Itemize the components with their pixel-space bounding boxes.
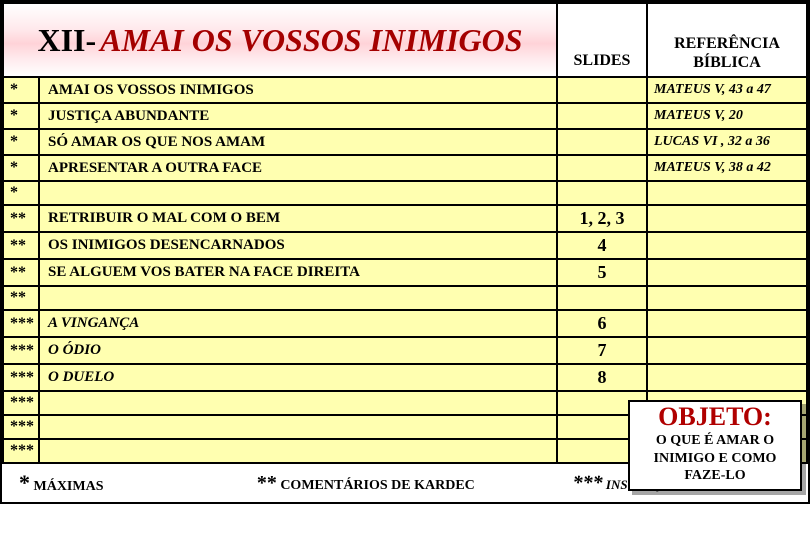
row-slides	[557, 77, 647, 103]
table-row: **	[3, 286, 807, 310]
row-ref	[647, 205, 807, 232]
table-row: **SE ALGUEM VOS BATER NA FACE DIREITA5	[3, 259, 807, 286]
row-mark: **	[3, 232, 39, 259]
chapter-number: XII-	[37, 22, 96, 58]
table-row: *AMAI OS VOSSOS INIMIGOS MATEUS V, 43 a 4…	[3, 77, 807, 103]
row-slides: 1, 2, 3	[557, 205, 647, 232]
row-mark: **	[3, 286, 39, 310]
row-topic: AMAI OS VOSSOS INIMIGOS	[39, 77, 557, 103]
legend-maximas: * MÁXIMAS	[13, 468, 209, 498]
objeto-body: O QUE É AMAR O INIMIGO E COMO FAZE-LO	[634, 432, 796, 485]
row-mark: ***	[3, 310, 39, 337]
row-mark: ***	[3, 337, 39, 364]
title-cell: XII- AMAI OS VOSSOS INIMIGOS	[3, 3, 557, 77]
row-topic	[39, 286, 557, 310]
row-topic: SÓ AMAR OS QUE NOS AMAM	[39, 129, 557, 155]
row-topic	[39, 181, 557, 205]
row-mark: ***	[3, 415, 39, 439]
row-slides	[557, 129, 647, 155]
table-row: **OS INIMIGOS DESENCARNADOS4	[3, 232, 807, 259]
row-topic: OS INIMIGOS DESENCARNADOS	[39, 232, 557, 259]
row-topic: APRESENTAR A OUTRA FACE	[39, 155, 557, 181]
row-mark: *	[3, 103, 39, 129]
row-mark: ***	[3, 364, 39, 391]
row-ref	[647, 364, 807, 391]
row-mark: *	[3, 155, 39, 181]
table-row: *	[3, 181, 807, 205]
table-row: *APRESENTAR A OUTRA FACE MATEUS V, 38 a 4…	[3, 155, 807, 181]
row-slides: 5	[557, 259, 647, 286]
row-ref	[647, 286, 807, 310]
header-row: XII- AMAI OS VOSSOS INIMIGOS SLIDES REFE…	[3, 3, 807, 77]
row-ref: MATEUS V, 43 a 47	[647, 77, 807, 103]
row-ref	[647, 310, 807, 337]
row-ref: MATEUS V, 38 a 42	[647, 155, 807, 181]
slides-header: SLIDES	[557, 3, 647, 77]
row-mark: ***	[3, 391, 39, 415]
row-slides: 4	[557, 232, 647, 259]
row-mark: *	[3, 181, 39, 205]
chapter-title: AMAI OS VOSSOS INIMIGOS	[100, 22, 522, 58]
row-mark: **	[3, 259, 39, 286]
row-topic: O DUELO	[39, 364, 557, 391]
objeto-title: OBJETO:	[634, 404, 796, 430]
row-mark: *	[3, 129, 39, 155]
table-row: ***O DUELO8	[3, 364, 807, 391]
table-row: ***O ÓDIO7	[3, 337, 807, 364]
table-row: *SÓ AMAR OS QUE NOS AMAM LUCAS VI , 32 a …	[3, 129, 807, 155]
row-topic: O ÓDIO	[39, 337, 557, 364]
row-topic: RETRIBUIR O MAL COM O BEM	[39, 205, 557, 232]
row-slides	[557, 155, 647, 181]
row-ref	[647, 259, 807, 286]
row-slides	[557, 103, 647, 129]
row-mark: ***	[3, 439, 39, 463]
table-row: ***A VINGANÇA6	[3, 310, 807, 337]
row-topic: JUSTIÇA ABUNDANTE	[39, 103, 557, 129]
objeto-callout: OBJETO: O QUE É AMAR O INIMIGO E COMO FA…	[628, 400, 802, 491]
table-row: *JUSTIÇA ABUNDANTE MATEUS V, 20	[3, 103, 807, 129]
row-topic: A VINGANÇA	[39, 310, 557, 337]
table-row: **RETRIBUIR O MAL COM O BEM1, 2, 3	[3, 205, 807, 232]
row-ref: LUCAS VI , 32 a 36	[647, 129, 807, 155]
row-slides: 7	[557, 337, 647, 364]
legend-comentarios: ** COMENTÁRIOS DE KARDEC	[209, 468, 523, 498]
row-slides: 8	[557, 364, 647, 391]
row-slides	[557, 286, 647, 310]
row-topic: SE ALGUEM VOS BATER NA FACE DIREITA	[39, 259, 557, 286]
row-ref	[647, 232, 807, 259]
row-topic	[39, 439, 557, 463]
row-topic	[39, 391, 557, 415]
row-mark: **	[3, 205, 39, 232]
row-topic	[39, 415, 557, 439]
row-ref	[647, 337, 807, 364]
row-ref: MATEUS V, 20	[647, 103, 807, 129]
row-mark: *	[3, 77, 39, 103]
row-ref	[647, 181, 807, 205]
ref-header: REFERÊNCIA BÍBLICA	[647, 3, 807, 77]
row-slides: 6	[557, 310, 647, 337]
row-slides	[557, 181, 647, 205]
